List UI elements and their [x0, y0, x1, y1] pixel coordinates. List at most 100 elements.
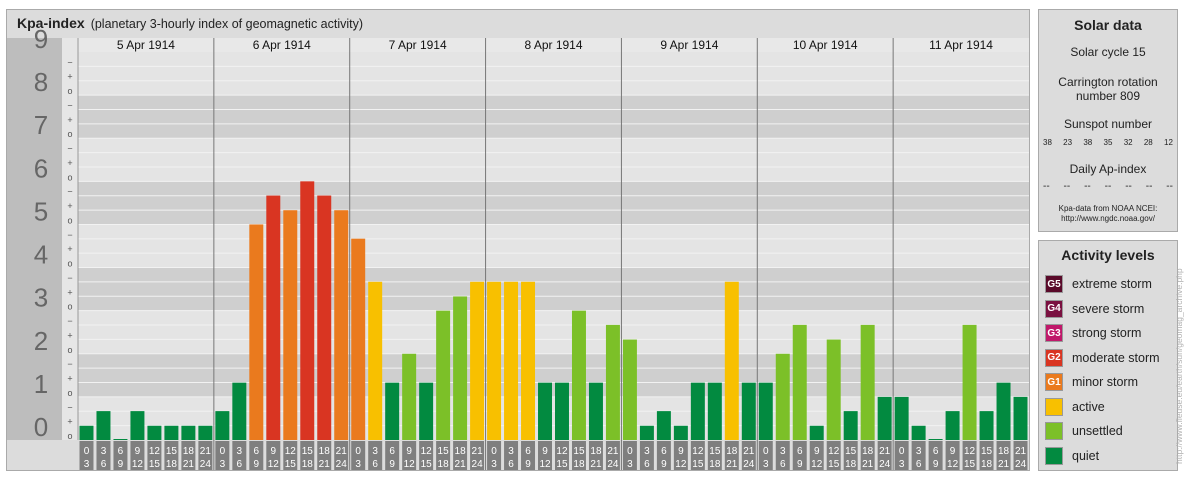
- interval-start-label: 18: [590, 446, 602, 457]
- interval-end-label: 12: [539, 459, 551, 470]
- interval-end-label: 21: [726, 459, 738, 470]
- chart-title: Kpa-index (planetary 3-hourly index of ge…: [17, 15, 363, 31]
- interval-end-label: 9: [933, 459, 939, 470]
- interval-end-label: 18: [438, 459, 450, 470]
- legend-item: G2 moderate storm: [1045, 348, 1160, 368]
- legend-item: unsettled: [1045, 421, 1123, 441]
- kp-bar: [826, 339, 841, 440]
- kp-bar: [96, 411, 111, 440]
- interval-label-box: [436, 441, 451, 470]
- kp-bar: [555, 382, 569, 440]
- interval-start-label: 3: [372, 446, 378, 457]
- interval-start-label: 9: [950, 446, 956, 457]
- ap-index-label: Daily Ap-index: [1069, 162, 1147, 176]
- kp-bar: [419, 382, 434, 440]
- kp-bar: [351, 238, 366, 440]
- kp-bar: [622, 339, 637, 440]
- y-tick-label: 4: [34, 240, 48, 270]
- y-minor-band: [62, 38, 78, 440]
- interval-start-label: 9: [135, 446, 141, 457]
- y-minor-tick: −: [67, 57, 72, 67]
- interval-start-label: 21: [607, 446, 619, 457]
- interval-start-label: 9: [814, 446, 820, 457]
- interval-end-label: 6: [372, 459, 378, 470]
- kp-bar: [538, 382, 552, 440]
- y-tick-label: 6: [34, 153, 48, 183]
- interval-end-label: 9: [797, 459, 803, 470]
- kp-bar: [402, 353, 417, 440]
- interval-end-label: 6: [508, 459, 514, 470]
- interval-label-box: [826, 441, 841, 470]
- kp-band: [78, 181, 1029, 225]
- interval-start-label: 21: [743, 446, 755, 457]
- interval-start-label: 0: [899, 446, 905, 457]
- legend-label: unsettled: [1072, 424, 1123, 438]
- legend-label: minor storm: [1072, 375, 1138, 389]
- sunspot-value: 35: [1103, 138, 1113, 147]
- y-minor-tick: −: [67, 402, 72, 412]
- interval-start-label: 6: [525, 446, 531, 457]
- kp-band: [78, 353, 1029, 397]
- y-tick-label: 8: [34, 67, 48, 97]
- kp-bar: [656, 411, 671, 440]
- interval-start-label: 12: [556, 446, 568, 457]
- interval-end-label: 12: [132, 459, 144, 470]
- interval-label-box: [232, 441, 247, 470]
- day-header: [78, 38, 1029, 52]
- kp-bar: [79, 425, 94, 440]
- interval-start-label: 6: [118, 446, 124, 457]
- legend-swatch: G5: [1045, 275, 1063, 293]
- interval-end-label: 12: [404, 459, 416, 470]
- interval-end-label: 15: [285, 459, 297, 470]
- interval-end-label: 18: [709, 459, 721, 470]
- kp-band: [78, 95, 1029, 139]
- interval-start-label: 18: [319, 446, 331, 457]
- y-minor-tick: +: [67, 287, 72, 297]
- source-url[interactable]: http://www.ngdc.noaa.gov/: [1061, 214, 1155, 223]
- interval-label-box: [181, 441, 196, 470]
- interval-label-box: [588, 441, 603, 470]
- y-minor-tick: o: [67, 388, 72, 398]
- interval-label-box: [996, 441, 1011, 470]
- activity-levels-panel: Activity levels G5 extreme storm G4 severe …: [1038, 240, 1178, 471]
- interval-end-label: 24: [200, 459, 212, 470]
- interval-start-label: 15: [845, 446, 857, 457]
- interval-end-label: 3: [899, 459, 905, 470]
- ap-value: --: [1166, 181, 1173, 192]
- y-minor-tick: +: [67, 72, 72, 82]
- kp-bar: [300, 181, 315, 441]
- kp-bar: [911, 425, 926, 440]
- interval-end-label: 15: [421, 459, 433, 470]
- day-label: 8 Apr 1914: [524, 38, 582, 52]
- interval-end-label: 24: [743, 459, 755, 470]
- interval-label-box: [979, 441, 994, 470]
- sunspot-label: Sunspot number: [1063, 117, 1153, 131]
- kp-band: [78, 310, 1029, 354]
- interval-start-label: 18: [455, 446, 467, 457]
- interval-start-label: 15: [302, 446, 314, 457]
- legend-item: G1 minor storm: [1045, 372, 1138, 392]
- kp-bar: [147, 425, 162, 440]
- y-minor-tick: +: [67, 417, 72, 427]
- kp-bar: [1013, 396, 1028, 440]
- kp-bar: [673, 425, 688, 440]
- interval-label-box: [419, 441, 434, 470]
- day-label: 7 Apr 1914: [389, 38, 447, 52]
- sunspot-value: 32: [1123, 138, 1133, 147]
- kp-band: [78, 267, 1029, 311]
- legend-swatch: G4: [1045, 299, 1063, 318]
- ap-value: --: [1125, 181, 1132, 192]
- interval-label-box: [707, 441, 722, 470]
- interval-start-label: 21: [472, 446, 484, 457]
- kp-bar: [453, 296, 468, 440]
- interval-start-label: 3: [237, 446, 243, 457]
- y-tick-label: 3: [34, 283, 48, 313]
- kp-bar: [198, 425, 213, 440]
- day-label: 10 Apr 1914: [793, 38, 858, 52]
- interval-start-label: 12: [149, 446, 161, 457]
- y-minor-tick: +: [67, 330, 72, 340]
- interval-start-label: 21: [336, 446, 348, 457]
- interval-label-box: [521, 441, 536, 470]
- kpa-chart-panel: Kpa-index (planetary 3-hourly index of ge…: [6, 9, 1030, 471]
